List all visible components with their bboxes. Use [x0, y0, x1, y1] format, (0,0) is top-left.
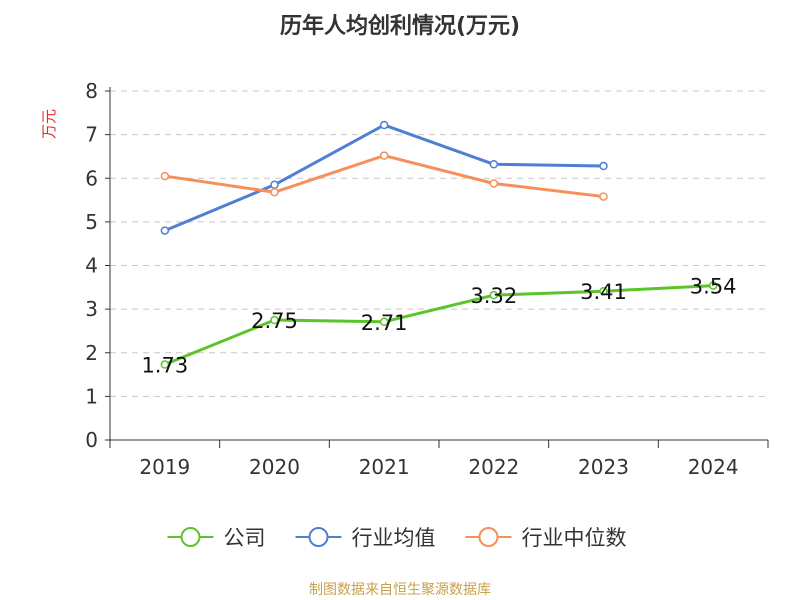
data-point	[489, 290, 499, 300]
data-label: 3.41	[580, 280, 627, 304]
series-lines	[160, 120, 718, 369]
data-point	[489, 179, 499, 188]
y-axis-label: 万元	[40, 109, 58, 139]
legend: 公司 行业均值 行业中位数	[167, 526, 627, 550]
x-tick-label: 2022	[468, 455, 519, 479]
data-label: 3.54	[690, 275, 737, 299]
data-label: 2.71	[361, 311, 408, 335]
series-line	[164, 123, 604, 232]
data-point	[599, 192, 608, 201]
grid-lines	[110, 90, 768, 397]
legend-label: 行业均值	[352, 526, 436, 550]
x-tick-label: 2021	[359, 455, 410, 479]
data-point	[489, 160, 499, 169]
x-tick-label: 2023	[578, 455, 629, 479]
chart-title: 历年人均创利情况(万元)	[279, 14, 521, 39]
y-tick-label: 3	[85, 297, 98, 321]
data-label: 2.75	[251, 309, 298, 333]
y-tick-label: 8	[85, 79, 98, 103]
x-tick-label: 2020	[249, 455, 300, 479]
x-tick-label: 2019	[139, 455, 190, 479]
data-point	[379, 317, 389, 327]
y-tick-label: 4	[85, 254, 98, 278]
data-point	[160, 226, 170, 235]
legend-marker	[180, 527, 201, 547]
x-tick-label: 2024	[688, 455, 739, 479]
data-point	[708, 281, 718, 290]
y-tick-label: 6	[85, 166, 98, 190]
legend-marker	[478, 527, 499, 547]
data-point	[160, 171, 170, 181]
axes: 0 1 2 3 4 5 6 7 8 2019 2020 2021 2022 2023 2024 万元	[40, 79, 769, 479]
legend-label: 公司	[224, 526, 266, 550]
series-line	[164, 154, 604, 199]
legend-item: 公司	[167, 526, 266, 550]
y-tick-label: 0	[85, 428, 98, 452]
series-line	[164, 284, 714, 366]
y-tick-label: 5	[85, 210, 98, 234]
y-tick-label: 1	[85, 384, 98, 408]
data-label: 1.73	[141, 354, 188, 378]
legend-marker	[308, 527, 329, 547]
data-point	[599, 161, 608, 171]
data-point	[270, 315, 279, 325]
data-point	[599, 286, 608, 296]
data-label: 3.32	[470, 284, 517, 308]
data-point	[160, 360, 170, 369]
data-point	[379, 151, 389, 160]
source-note: 制图数据来自恒生聚源数据库	[309, 582, 491, 598]
data-labels: 1.73 2.75 2.71 3.32 3.41 3.54	[141, 275, 736, 378]
data-point	[270, 187, 279, 197]
y-tick-label: 7	[85, 123, 98, 147]
data-point	[379, 120, 389, 130]
legend-item: 行业均值	[295, 526, 436, 550]
y-tick-label: 2	[85, 341, 98, 365]
legend-label: 行业中位数	[522, 526, 627, 550]
legend-item: 行业中位数	[465, 526, 627, 550]
data-point	[270, 180, 279, 190]
